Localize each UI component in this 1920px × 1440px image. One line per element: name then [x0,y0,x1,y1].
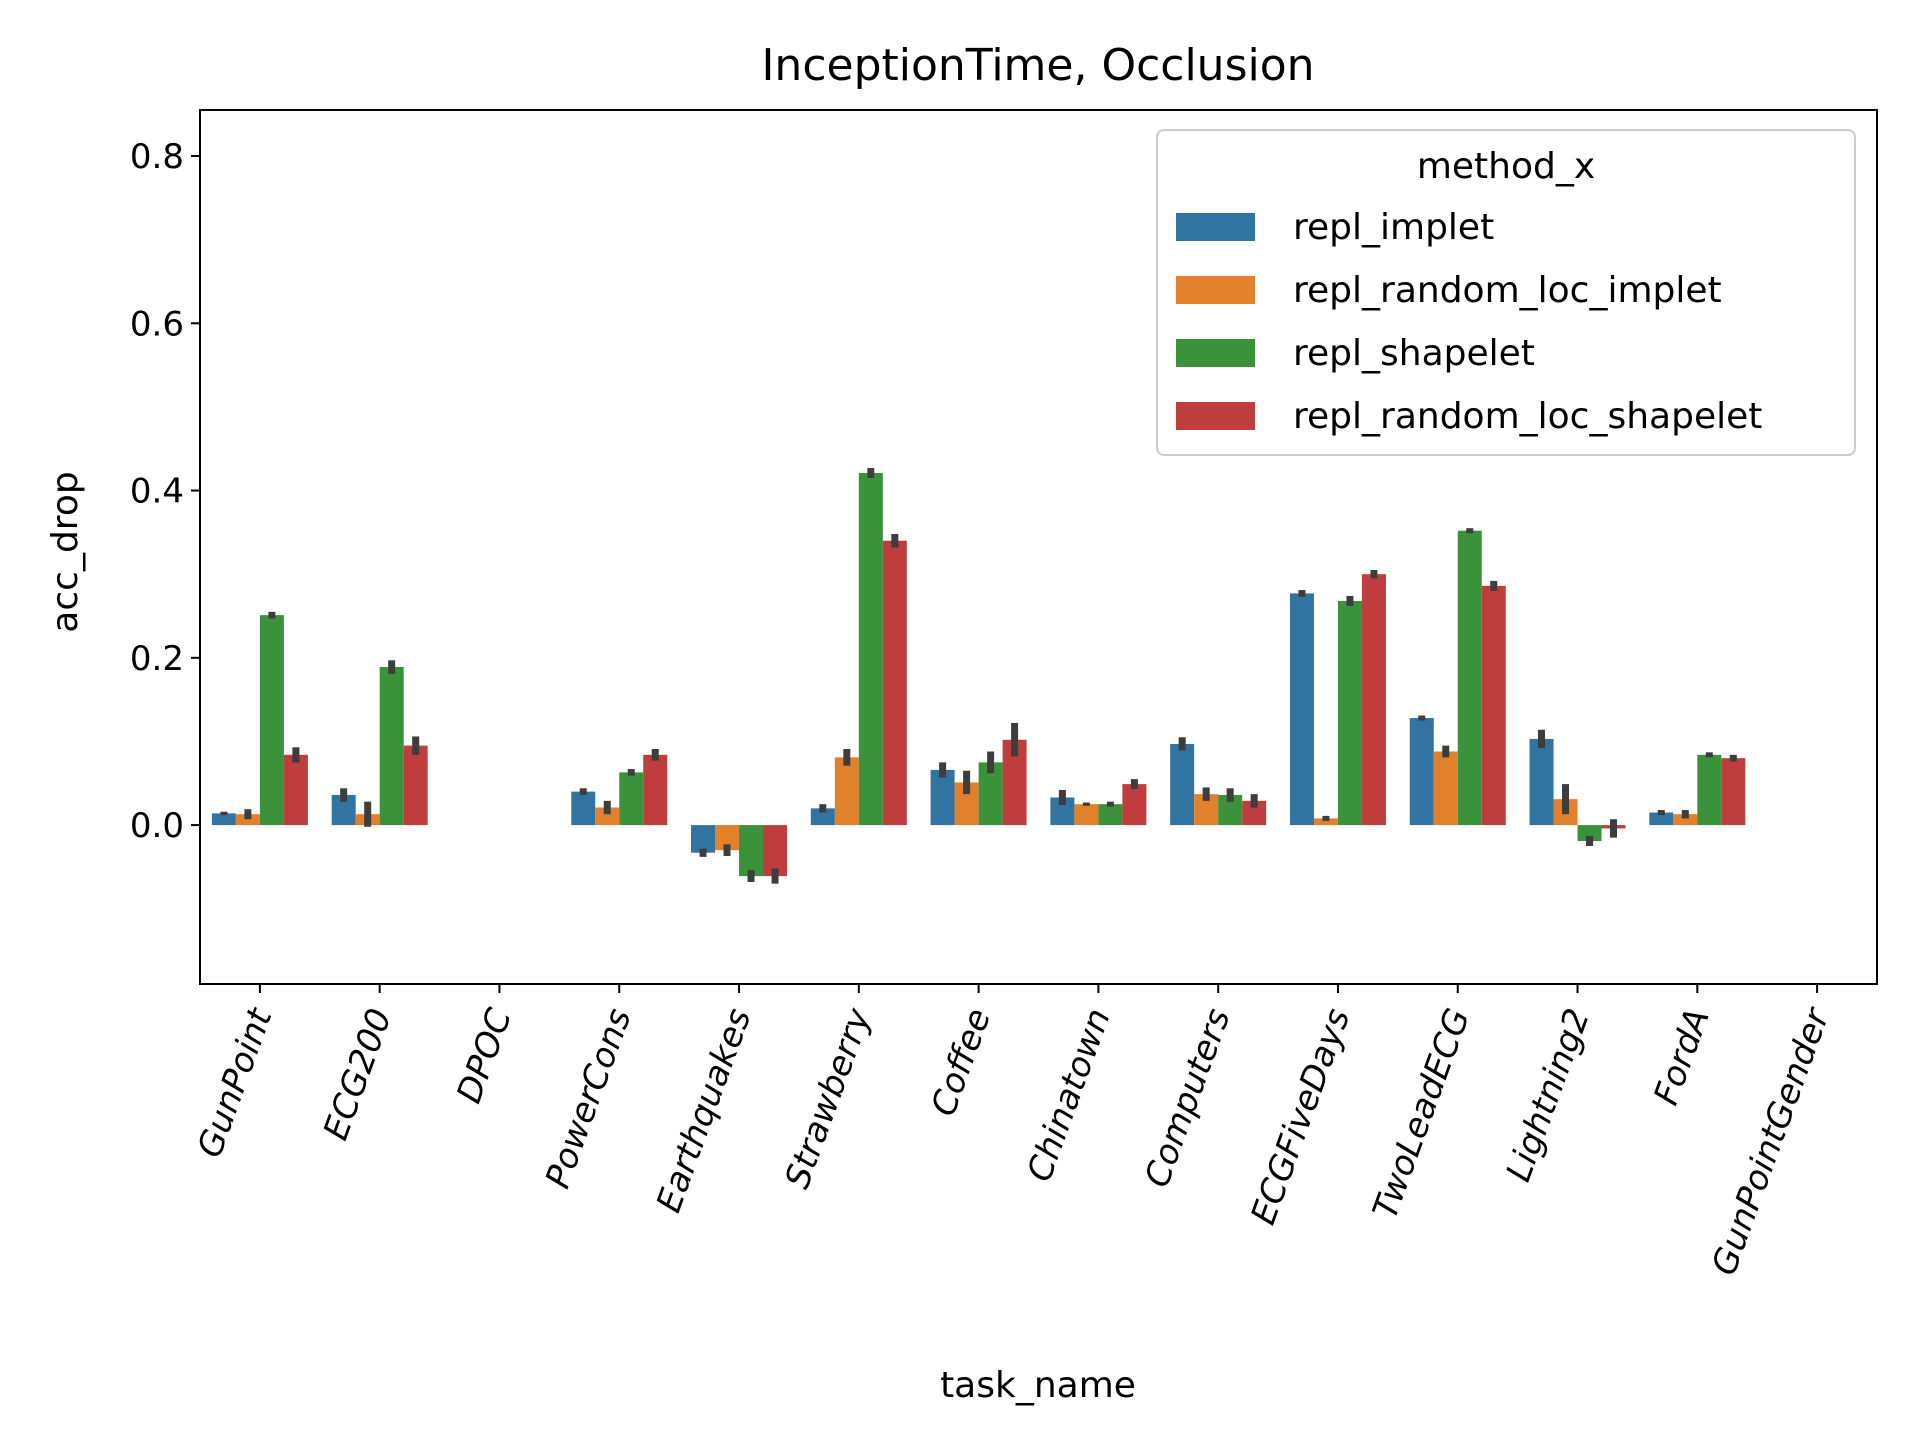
legend-entry: repl_implet [1293,207,1494,248]
bar [283,754,308,826]
x-tick-label: Strawberry [777,1003,879,1194]
x-axis-label: task_name [940,1365,1136,1406]
legend-swatch [1176,276,1255,304]
y-tick-label: 0.0 [130,806,184,846]
legend-swatch [1176,213,1255,241]
bar [810,808,835,826]
x-tick-label: FordA [1646,1003,1718,1110]
legend-swatch [1176,402,1255,430]
bar [403,745,428,826]
legend-entry: repl_shapelet [1293,333,1535,374]
x-tick-label: Coffee [924,1003,1000,1121]
bar [858,472,883,826]
y-tick-label: 0.8 [130,137,184,177]
bar [595,807,620,826]
bar [1098,804,1123,826]
bar [834,757,859,826]
bar [1433,751,1458,826]
bar [691,825,716,853]
y-axis: 0.0 0.2 0.4 0.6 0.8 [130,137,200,846]
bar [379,667,404,826]
bar [1649,812,1674,826]
error-bars-layer [220,467,1737,884]
x-tick-label: Lightning2 [1499,1003,1598,1186]
legend-title: method_x [1417,146,1595,187]
bar [1673,814,1698,826]
bar [1457,530,1482,826]
x-tick-label: Chinatown [1019,1003,1118,1186]
bar [1361,574,1386,826]
bar [882,540,907,826]
bar [763,825,788,877]
x-axis: GunPoint ECG200 DPOC PowerCons Earthquakes St… [190,984,1838,1281]
bar [235,814,260,826]
bar [1577,825,1602,841]
legend-entry: repl_random_loc_implet [1293,270,1722,311]
bar [571,791,596,826]
y-tick-label: 0.4 [130,472,184,512]
bar [1481,585,1506,826]
y-tick-label: 0.2 [130,639,184,679]
bar [1409,718,1434,826]
bar [930,769,955,826]
bar [259,615,284,826]
legend-box [1156,129,1856,456]
bar [619,772,644,826]
x-tick-label: Earthquakes [649,1003,760,1217]
bar [1697,754,1722,826]
y-tick-label: 0.6 [130,304,184,344]
x-tick-label: PowerCons [538,1003,640,1193]
bar [1122,784,1147,826]
legend-entry: repl_random_loc_shapelet [1293,396,1762,437]
bar [1529,738,1554,826]
bar [643,754,668,826]
x-tick-label: DPOC [449,1003,520,1108]
legend-swatch [1176,339,1255,367]
x-tick-label: TwoLeadECG [1365,1003,1478,1224]
x-tick-label: GunPoint [190,1002,281,1163]
bar [1337,600,1362,826]
x-tick-label: ECGFiveDays [1243,1003,1358,1229]
bar [739,825,764,877]
x-tick-label: ECG200 [316,1003,400,1145]
bar [1074,804,1099,826]
bar [211,813,236,826]
plot-frame [199,109,1878,985]
bar [1170,743,1195,826]
chart-title: InceptionTime, Occlusion [761,40,1314,91]
bars-layer [211,472,1746,877]
bar [1313,818,1338,826]
x-tick-label: GunPointGender [1704,1002,1838,1281]
x-tick-label: Computers [1137,1003,1238,1192]
legend: method_x repl_implet repl_random_loc_impl… [1156,129,1856,456]
bar [1721,758,1746,826]
bar [1289,593,1314,826]
y-axis-label: acc_drop [45,471,86,632]
